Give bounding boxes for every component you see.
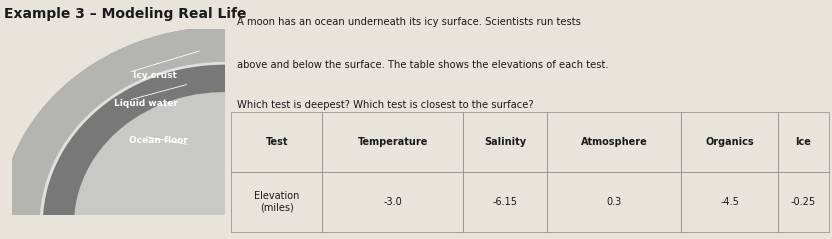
Text: Example 3 – Modeling Real Life: Example 3 – Modeling Real Life bbox=[4, 7, 246, 21]
Text: A moon has an ocean underneath its icy surface. Scientists run tests: A moon has an ocean underneath its icy s… bbox=[237, 17, 581, 27]
Text: Icy crust: Icy crust bbox=[133, 71, 177, 80]
Wedge shape bbox=[38, 60, 257, 239]
Text: Ocean floor: Ocean floor bbox=[129, 136, 188, 145]
Text: Liquid water: Liquid water bbox=[114, 99, 178, 108]
Circle shape bbox=[72, 90, 378, 239]
Text: above and below the surface. The table shows the elevations of each test.: above and below the surface. The table s… bbox=[237, 60, 609, 70]
Wedge shape bbox=[40, 62, 257, 239]
Text: Which test is deepest? Which test is closest to the surface?: Which test is deepest? Which test is clo… bbox=[237, 100, 534, 110]
Wedge shape bbox=[0, 27, 264, 239]
